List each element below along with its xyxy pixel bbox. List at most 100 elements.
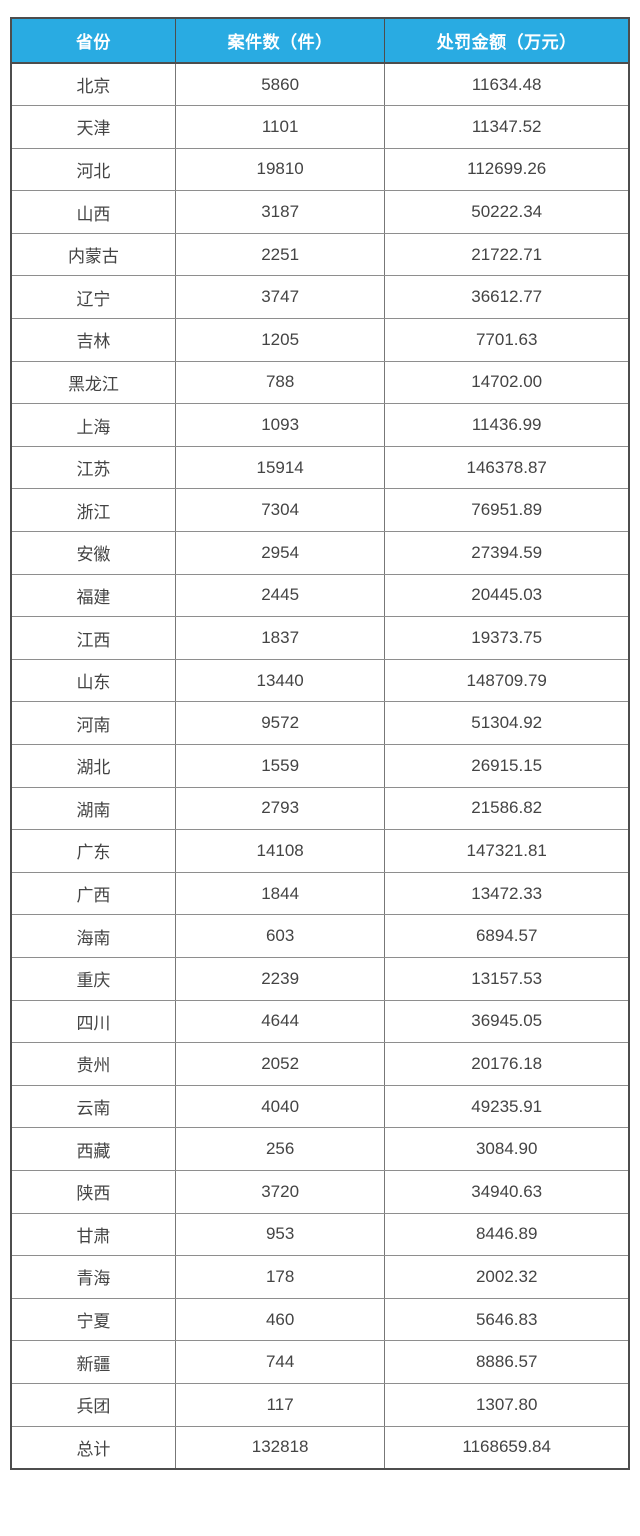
province-cell: 新疆 — [9, 1340, 176, 1384]
table-row: 内蒙古 2251 21722.71 — [9, 232, 631, 277]
case-count-cell: 15914 — [174, 445, 386, 490]
column-header-province: 省份 — [10, 17, 176, 64]
province-cell: 广东 — [9, 829, 176, 873]
penalty-amount-cell: 11436.99 — [384, 403, 631, 447]
case-count-cell: 4040 — [174, 1084, 386, 1129]
case-count-cell: 19810 — [174, 147, 386, 192]
province-cell: 江苏 — [9, 445, 176, 490]
table-row: 安徽 2954 27394.59 — [9, 531, 631, 575]
case-count-cell: 13440 — [174, 658, 386, 703]
table-row: 山西 3187 50222.34 — [9, 190, 631, 234]
penalty-amount-cell: 49235.91 — [384, 1084, 631, 1129]
case-count-cell: 178 — [174, 1255, 386, 1299]
table-row: 西藏 256 3084.90 — [9, 1127, 631, 1171]
case-count-cell: 744 — [174, 1340, 386, 1384]
table-row: 湖南 2793 21586.82 — [9, 786, 631, 831]
penalty-amount-cell: 147321.81 — [384, 829, 631, 873]
case-count-cell: 117 — [174, 1382, 386, 1427]
province-cell: 陕西 — [9, 1169, 176, 1214]
table-row: 宁夏 460 5646.83 — [9, 1297, 631, 1342]
penalty-amount-cell: 146378.87 — [384, 445, 631, 490]
province-cell: 安徽 — [9, 531, 176, 575]
table-row: 新疆 744 8886.57 — [9, 1340, 631, 1384]
table-total-row: 总计 132818 1168659.84 — [9, 1425, 631, 1470]
penalty-amount-cell: 3084.90 — [384, 1127, 631, 1171]
province-cell: 总计 — [9, 1425, 176, 1470]
case-count-cell: 1101 — [174, 105, 386, 149]
table-row: 河北 19810 112699.26 — [9, 147, 631, 192]
penalty-amount-cell: 1168659.84 — [384, 1425, 631, 1470]
table-header: 省份 案件数（件） 处罚金额（万元） — [10, 17, 630, 64]
penalty-amount-cell: 11634.48 — [384, 62, 631, 107]
case-count-cell: 256 — [174, 1127, 386, 1171]
penalty-amount-cell: 36945.05 — [384, 999, 631, 1044]
penalty-amount-cell: 112699.26 — [384, 147, 631, 192]
province-penalty-table: 省份 案件数（件） 处罚金额（万元） 北京 5860 11634.48 天津 1… — [9, 17, 631, 1470]
case-count-cell: 2793 — [174, 786, 386, 831]
province-cell: 福建 — [9, 573, 176, 618]
case-count-cell: 3747 — [174, 275, 386, 320]
table-row: 吉林 1205 7701.63 — [9, 318, 631, 362]
case-count-cell: 2445 — [174, 573, 386, 618]
province-cell: 山西 — [9, 190, 176, 234]
case-count-cell: 4644 — [174, 999, 386, 1044]
penalty-amount-cell: 11347.52 — [384, 105, 631, 149]
penalty-amount-cell: 21722.71 — [384, 232, 631, 277]
column-header-case-count: 案件数（件） — [174, 17, 386, 64]
table-row: 福建 2445 20445.03 — [9, 573, 631, 618]
penalty-amount-cell: 76951.89 — [384, 488, 631, 533]
province-cell: 四川 — [9, 999, 176, 1044]
penalty-amount-cell: 148709.79 — [384, 658, 631, 703]
province-cell: 西藏 — [9, 1127, 176, 1171]
table-row: 北京 5860 11634.48 — [9, 62, 631, 107]
case-count-cell: 5860 — [174, 62, 386, 107]
table-row: 广东 14108 147321.81 — [9, 829, 631, 873]
penalty-amount-cell: 8446.89 — [384, 1212, 631, 1257]
case-count-cell: 1844 — [174, 871, 386, 916]
province-cell: 山东 — [9, 658, 176, 703]
penalty-amount-cell: 26915.15 — [384, 744, 631, 788]
table-row: 河南 9572 51304.92 — [9, 701, 631, 745]
case-count-cell: 788 — [174, 360, 386, 405]
penalty-amount-cell: 5646.83 — [384, 1297, 631, 1342]
case-count-cell: 3187 — [174, 190, 386, 234]
case-count-cell: 2251 — [174, 232, 386, 277]
table-row: 辽宁 3747 36612.77 — [9, 275, 631, 320]
table-row: 江苏 15914 146378.87 — [9, 445, 631, 490]
penalty-amount-cell: 19373.75 — [384, 616, 631, 660]
case-count-cell: 1837 — [174, 616, 386, 660]
penalty-amount-cell: 13472.33 — [384, 871, 631, 916]
penalty-amount-cell: 2002.32 — [384, 1255, 631, 1299]
province-cell: 宁夏 — [9, 1297, 176, 1342]
province-cell: 天津 — [9, 105, 176, 149]
header-row: 省份 案件数（件） 处罚金额（万元） — [10, 17, 630, 64]
penalty-amount-cell: 51304.92 — [384, 701, 631, 745]
province-cell: 广西 — [9, 871, 176, 916]
case-count-cell: 2239 — [174, 956, 386, 1001]
penalty-amount-cell: 21586.82 — [384, 786, 631, 831]
province-cell: 贵州 — [9, 1042, 176, 1086]
table-row: 兵团 117 1307.80 — [9, 1382, 631, 1427]
table-row: 黑龙江 788 14702.00 — [9, 360, 631, 405]
table-row: 贵州 2052 20176.18 — [9, 1042, 631, 1086]
province-cell: 吉林 — [9, 318, 176, 362]
table-row: 甘肃 953 8446.89 — [9, 1212, 631, 1257]
table-row: 山东 13440 148709.79 — [9, 658, 631, 703]
penalty-amount-cell: 20176.18 — [384, 1042, 631, 1086]
province-cell: 海南 — [9, 914, 176, 958]
table-row: 江西 1837 19373.75 — [9, 616, 631, 660]
table-row: 天津 1101 11347.52 — [9, 105, 631, 149]
case-count-cell: 1559 — [174, 744, 386, 788]
table-row: 海南 603 6894.57 — [9, 914, 631, 958]
province-cell: 黑龙江 — [9, 360, 176, 405]
table-row: 浙江 7304 76951.89 — [9, 488, 631, 533]
province-cell: 江西 — [9, 616, 176, 660]
case-count-cell: 460 — [174, 1297, 386, 1342]
province-cell: 河北 — [9, 147, 176, 192]
column-header-penalty-amount: 处罚金额（万元） — [384, 17, 630, 64]
province-cell: 重庆 — [9, 956, 176, 1001]
penalty-amount-cell: 34940.63 — [384, 1169, 631, 1214]
province-cell: 辽宁 — [9, 275, 176, 320]
penalty-amount-cell: 27394.59 — [384, 531, 631, 575]
province-cell: 青海 — [9, 1255, 176, 1299]
